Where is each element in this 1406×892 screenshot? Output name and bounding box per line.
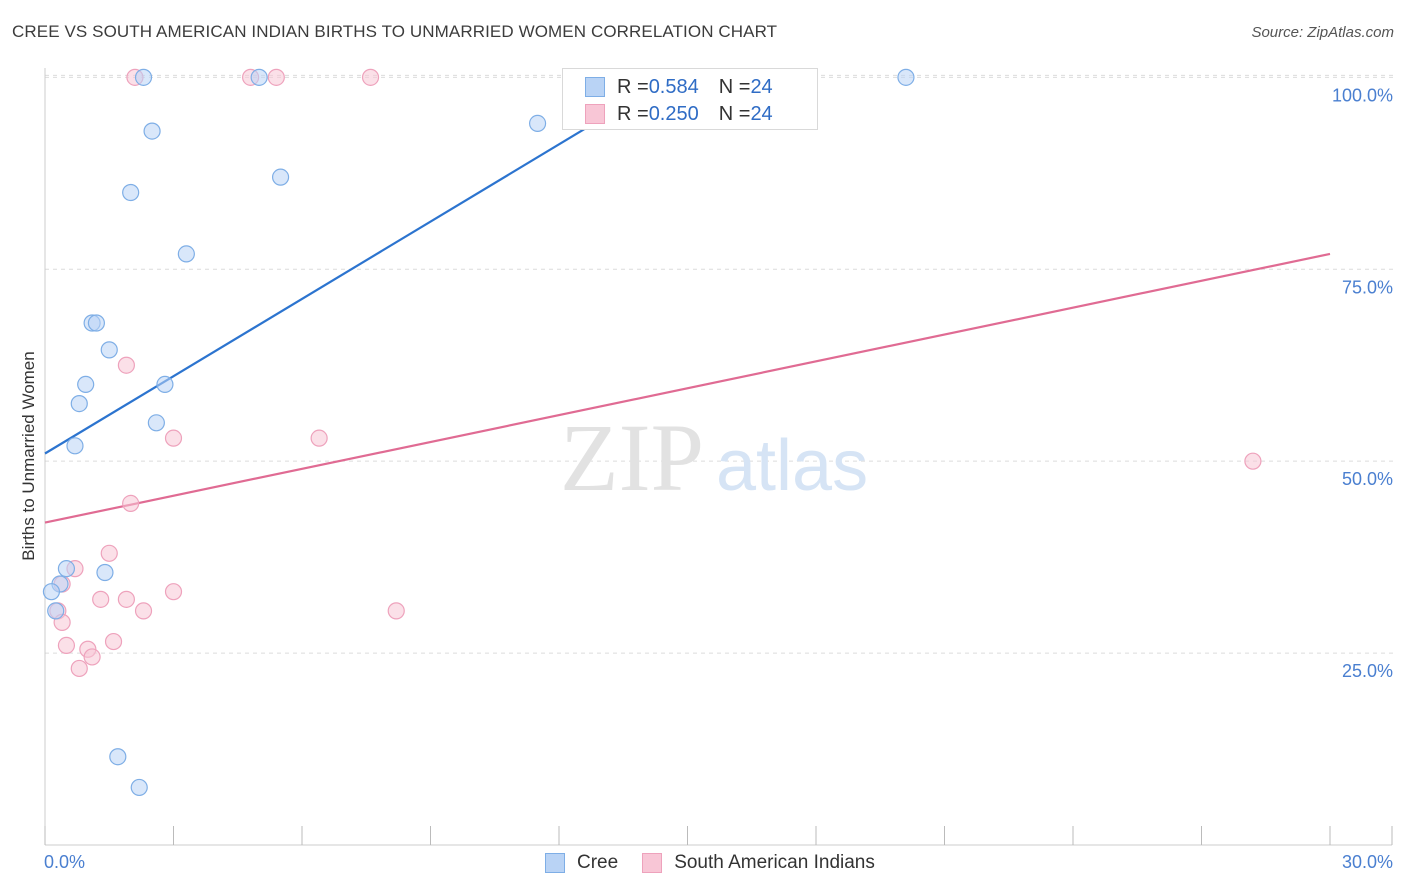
r-label: R = — [617, 102, 649, 125]
point-south-american-indians — [70, 659, 88, 678]
point-cree — [130, 778, 148, 797]
cree-swatch — [545, 853, 565, 873]
point-south-american-indians — [134, 602, 153, 620]
point-cree — [96, 563, 114, 582]
legend-label-cree: Cree — [577, 852, 619, 873]
point-south-american-indians — [164, 583, 183, 601]
point-south-american-indians — [92, 590, 110, 608]
axes — [44, 68, 1393, 846]
trend-lines — [44, 76, 1331, 524]
trend-line-south-american-indians — [44, 252, 1331, 524]
point-cree — [87, 314, 106, 332]
point-cree — [147, 414, 165, 432]
r-value: 0.250 — [648, 102, 699, 125]
point-south-american-indians — [57, 636, 76, 655]
sai-swatch — [642, 853, 663, 873]
point-cree — [897, 68, 915, 86]
legend-label-south-american-indians: South American Indians — [674, 852, 875, 873]
point-south-american-indians — [1244, 452, 1262, 470]
stats-legend: R = 0.584 N = 24 R = 0.250 N = 24 — [562, 68, 818, 130]
n-label: N = — [718, 75, 751, 98]
point-cree — [100, 341, 118, 359]
source-label: Source: ZipAtlas.com — [1251, 24, 1394, 41]
sai-swatch — [585, 104, 605, 124]
y-tick-label: 75.0% — [1342, 277, 1393, 297]
watermark-zip: ZIP — [560, 404, 704, 511]
chart-title: CREE VS SOUTH AMERICAN INDIAN BIRTHS TO … — [12, 22, 778, 41]
n-value: 24 — [750, 102, 773, 125]
y-tick-label: 100.0% — [1332, 85, 1393, 105]
trend-line-cree — [44, 76, 671, 455]
point-south-american-indians — [100, 544, 118, 562]
cree-swatch — [585, 77, 605, 97]
point-south-american-indians — [104, 632, 123, 651]
stats-row-south-american-indians: R = 0.250 N = 24 — [585, 102, 773, 126]
point-cree — [66, 437, 84, 455]
y-tick-label: 25.0% — [1342, 661, 1393, 681]
point-south-american-indians — [387, 602, 405, 620]
point-south-american-indians — [117, 356, 135, 374]
series-legend: Cree South American Indians — [545, 852, 899, 874]
x-tick-label: 0.0% — [44, 852, 85, 872]
point-cree — [47, 602, 65, 620]
point-south-american-indians — [267, 68, 285, 86]
point-south-american-indians — [122, 494, 140, 512]
point-south-american-indians — [117, 590, 135, 608]
r-value: 0.584 — [648, 75, 699, 98]
point-cree — [70, 395, 88, 413]
point-cree — [156, 375, 174, 394]
r-label: R = — [617, 75, 649, 98]
point-cree — [42, 583, 61, 601]
point-cree — [109, 748, 127, 766]
x-tick-label: 30.0% — [1342, 852, 1393, 872]
point-south-american-indians — [83, 648, 101, 666]
data-points — [42, 68, 1262, 797]
y-tick-label: 50.0% — [1342, 469, 1393, 489]
point-south-american-indians — [164, 429, 183, 447]
point-cree — [177, 245, 195, 263]
point-south-american-indians — [361, 68, 380, 86]
watermark-atlas: atlas — [716, 426, 868, 506]
point-cree — [122, 183, 140, 202]
point-cree — [143, 122, 161, 140]
legend-item-south-american-indians[interactable]: South American Indians — [642, 852, 875, 874]
point-cree — [134, 68, 153, 86]
legend-item-cree[interactable]: Cree — [545, 852, 618, 874]
gridlines — [45, 74, 1395, 654]
watermark: ZIP atlas — [560, 404, 868, 511]
point-south-american-indians — [310, 429, 328, 447]
point-cree — [250, 68, 268, 86]
n-label: N = — [718, 102, 751, 125]
axis-labels: 25.0% 50.0% 75.0% 100.0% 0.0% 30.0% Births to … — [19, 85, 1393, 872]
point-cree — [271, 168, 290, 186]
point-cree — [528, 114, 547, 133]
y-axis-title: Births to Unmarried Women — [19, 351, 38, 560]
n-value: 24 — [750, 75, 773, 98]
stats-row-cree: R = 0.584 N = 24 — [585, 75, 773, 99]
point-cree — [57, 560, 76, 578]
point-cree — [77, 375, 95, 394]
